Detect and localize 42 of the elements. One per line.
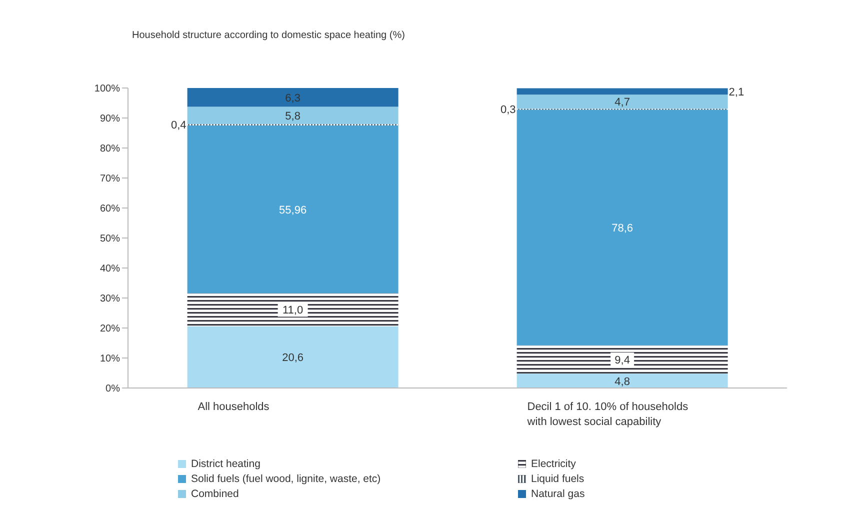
- y-tick-label: 100%: [94, 84, 120, 95]
- data-label: 6,3: [285, 92, 300, 104]
- bar: [187, 106, 398, 124]
- data-label: 55,96: [279, 204, 307, 216]
- legend-label: Solid fuels (fuel wood, lignite, waste, etc): [191, 473, 381, 485]
- data-label: 2,1: [728, 86, 744, 98]
- y-tick-label: 20%: [100, 324, 120, 335]
- y-tick-label: 80%: [100, 144, 120, 155]
- legend-label: Liquid fuels: [531, 473, 584, 485]
- y-tick-label: 90%: [100, 114, 120, 125]
- chart-title: Household structure according to domestic space heating (%): [132, 30, 405, 41]
- data-label: 0,4: [171, 120, 186, 132]
- legend-label: Combined: [191, 488, 239, 500]
- bar: [187, 88, 398, 107]
- data-label: 4,7: [614, 96, 630, 109]
- bar: [516, 110, 728, 346]
- legend-label: Natural gas: [531, 488, 585, 500]
- y-tick-label: 50%: [100, 234, 120, 245]
- data-label: 20,6: [282, 352, 304, 364]
- bar: [187, 293, 398, 326]
- x-tick-label: All households: [198, 401, 270, 413]
- y-tick-label: 30%: [100, 294, 120, 305]
- legend-label: District heating: [191, 458, 260, 470]
- bar: [187, 326, 398, 388]
- data-label: 5,8: [285, 110, 300, 122]
- data-label: 0,3: [500, 104, 516, 116]
- data-label: 9,4: [614, 354, 630, 366]
- bar: [516, 94, 728, 109]
- bar: [516, 345, 728, 374]
- y-tick-label: 40%: [100, 264, 120, 275]
- bar: [516, 88, 728, 95]
- y-tick-label: 70%: [100, 174, 120, 185]
- bar: [516, 374, 728, 388]
- x-tick-label: Decil 1 of 10. 10% of households with lowest social capability: [526, 401, 689, 428]
- y-tick-label: 0%: [106, 384, 120, 395]
- bar: [187, 125, 398, 294]
- data-label: 4,8: [614, 376, 630, 388]
- legend-label: Electricity: [531, 458, 576, 470]
- y-tick-label: 60%: [100, 204, 120, 215]
- data-label: 11,0: [282, 304, 304, 317]
- y-tick-label: 10%: [100, 354, 120, 365]
- data-label: 78,6: [612, 222, 634, 234]
